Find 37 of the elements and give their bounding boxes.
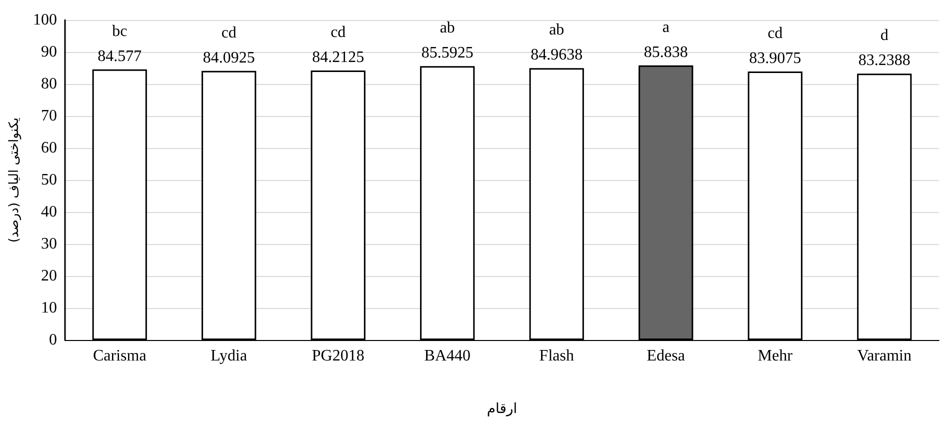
x-tick-label: Mehr — [758, 348, 794, 364]
data-label: 84.577 — [98, 48, 142, 65]
data-label: 84.0925 — [202, 49, 255, 66]
y-tick-label: 20 — [41, 268, 57, 284]
y-tick-label: 70 — [41, 108, 57, 124]
y-tick-label: 50 — [41, 172, 57, 188]
x-tick-label: Edesa — [646, 348, 685, 364]
y-tick-label: 90 — [41, 44, 57, 60]
data-label: 83.2388 — [858, 52, 910, 70]
annotation: a — [662, 18, 670, 36]
annotation: cd — [768, 24, 783, 42]
x-tick-label: Lydia — [210, 348, 248, 364]
y-axis-title: یکنواختی الیاف (درصد) — [7, 117, 22, 243]
annotation: ab — [440, 20, 455, 37]
data-label: 85.838 — [644, 44, 688, 61]
x-tick-label: Carisma — [92, 348, 146, 364]
x-tick-label: Varamin — [857, 348, 912, 364]
y-tick-label: 10 — [41, 300, 57, 316]
y-tick-label: 60 — [41, 140, 57, 156]
data-label: 84.2125 — [312, 49, 364, 66]
annotation: bc — [112, 22, 128, 40]
x-tick-label: Flash — [539, 348, 574, 364]
y-tick-label: 0 — [49, 332, 57, 348]
data-label: 84.9638 — [530, 46, 583, 64]
data-label: 85.5925 — [421, 44, 474, 62]
y-tick-label: 40 — [41, 204, 57, 220]
x-tick-label: PG2018 — [312, 348, 364, 364]
annotation: ab — [549, 22, 564, 39]
data-label: 83.9075 — [749, 50, 802, 67]
y-tick-label: 100 — [33, 12, 57, 28]
y-tick-label: 80 — [41, 76, 57, 92]
annotation: cd — [221, 24, 236, 42]
annotation: d — [880, 27, 888, 44]
x-axis-title: ارقام — [486, 401, 518, 417]
y-tick-label: 30 — [41, 236, 57, 252]
annotation: cd — [330, 24, 346, 42]
x-tick-label: BA440 — [424, 348, 470, 364]
